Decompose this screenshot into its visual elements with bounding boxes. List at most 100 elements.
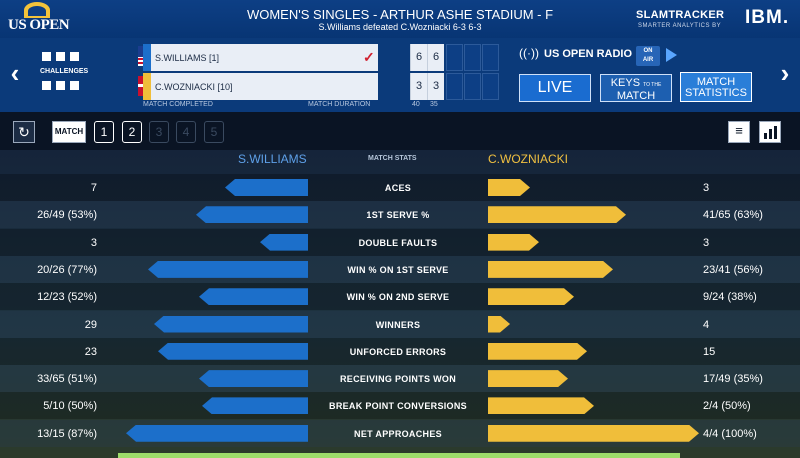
challenge-box bbox=[70, 81, 79, 90]
set-1-button[interactable]: 1 bbox=[94, 121, 114, 143]
bottom-scroll-strip bbox=[118, 453, 680, 458]
keys-text: MATCH bbox=[616, 90, 656, 102]
challenges: CHALLENGES bbox=[34, 38, 168, 104]
on-air-badge[interactable]: ON AIR bbox=[636, 46, 660, 66]
set-score-empty bbox=[464, 44, 481, 71]
player-color-bar bbox=[143, 73, 151, 100]
stat-row: 23 UNFORCED ERRORS 15 bbox=[0, 337, 800, 365]
wozniacki-stat-value: 3 bbox=[703, 236, 710, 249]
match-result: S.Williams defeated C.Wozniacki 6-3 6-3 bbox=[318, 22, 482, 32]
stat-label: UNFORCED ERRORS bbox=[349, 346, 447, 357]
player-name: S.WILLIAMS [1] bbox=[155, 53, 220, 63]
next-match-arrow-icon[interactable]: › bbox=[780, 58, 790, 88]
column-header-williams: S.WILLIAMS bbox=[238, 152, 307, 166]
williams-stat-value: 23 bbox=[84, 345, 97, 358]
challenge-box bbox=[56, 81, 65, 90]
bar-chart-icon[interactable] bbox=[759, 121, 781, 143]
williams-stat-bar bbox=[148, 260, 308, 278]
player-row-williams: S.WILLIAMS [1] ✓ bbox=[143, 44, 378, 71]
williams-stat-bar bbox=[199, 370, 308, 388]
challenges-label: CHALLENGES bbox=[40, 68, 89, 75]
stat-row: 13/15 (87%) NET APPROACHES 4/4 (100%) bbox=[0, 419, 800, 447]
set-3-button: 3 bbox=[149, 121, 169, 143]
williams-stat-value: 13/15 (87%) bbox=[37, 427, 97, 440]
williams-stat-bar bbox=[126, 424, 308, 442]
keys-to-the-match-button[interactable]: KEYS TO THE MATCH bbox=[600, 74, 672, 102]
set-2-button[interactable]: 2 bbox=[122, 121, 142, 143]
refresh-icon[interactable]: ↻ bbox=[13, 121, 35, 143]
keys-text: KEYS bbox=[610, 77, 641, 89]
stat-row: 7 ACES 3 bbox=[0, 174, 800, 201]
wozniacki-stat-value: 9/24 (38%) bbox=[703, 291, 757, 304]
wozniacki-stat-bar bbox=[488, 288, 574, 305]
wozniacki-stat-bar bbox=[488, 234, 539, 251]
williams-stat-bar bbox=[260, 233, 308, 251]
wozniacki-stat-bar bbox=[488, 261, 613, 278]
williams-stat-bar bbox=[202, 397, 308, 415]
wozniacki-stat-bar bbox=[488, 425, 699, 442]
wozniacki-stat-value: 41/65 (63%) bbox=[703, 209, 763, 222]
stat-label: BREAK POINT CONVERSIONS bbox=[329, 401, 467, 412]
previous-match-arrow-icon[interactable]: ‹ bbox=[10, 58, 20, 88]
stat-label: DOUBLE FAULTS bbox=[358, 237, 438, 248]
wozniacki-stat-bar bbox=[488, 179, 530, 196]
stat-row: 3 DOUBLE FAULTS 3 bbox=[0, 228, 800, 256]
set-4-button: 4 bbox=[176, 121, 196, 143]
match-filter-button[interactable]: MATCH bbox=[52, 121, 86, 143]
play-icon[interactable] bbox=[666, 48, 677, 62]
stat-label: WINNERS bbox=[375, 319, 421, 330]
williams-stat-value: 12/23 (52%) bbox=[37, 291, 97, 304]
radio-signal-icon: ((·)) bbox=[519, 46, 539, 60]
challenge-box bbox=[42, 52, 51, 61]
williams-stat-bar bbox=[196, 206, 308, 224]
ibm-logo[interactable]: IBM. bbox=[745, 7, 790, 28]
player-row-wozniacki: C.WOZNIACKI [10] bbox=[143, 73, 378, 100]
on-air-text: AIR bbox=[642, 57, 654, 63]
score-panel: ‹ › CHALLENGES S.WILLIAMS [1] ✓ C.WOZNIA… bbox=[0, 38, 800, 112]
stat-label: RECEIVING POINTS WON bbox=[339, 374, 456, 385]
stat-label: ACES bbox=[384, 183, 412, 193]
set-score-empty bbox=[446, 44, 463, 71]
column-header-stats: MATCH STATS bbox=[368, 155, 417, 162]
match-duration-label: MATCH DURATION bbox=[308, 101, 371, 108]
stat-label: WIN % ON 2ND SERVE bbox=[346, 292, 450, 303]
top-header: US OPEN WOMEN'S SINGLES - ARTHUR ASHE ST… bbox=[0, 0, 800, 38]
set-score-empty bbox=[482, 44, 499, 71]
williams-stat-value: 26/49 (53%) bbox=[37, 209, 97, 222]
set-score: 3 bbox=[410, 73, 427, 100]
slamtracker-brand: SLAMTRACKER bbox=[636, 9, 725, 21]
match-statistics-button[interactable]: MATCH STATISTICS bbox=[680, 72, 752, 102]
us-open-logo[interactable]: US OPEN bbox=[8, 2, 72, 36]
radio-label[interactable]: US OPEN RADIO bbox=[544, 48, 633, 60]
williams-stat-bar bbox=[225, 179, 308, 196]
match-status: MATCH COMPLETED bbox=[143, 101, 213, 108]
wozniacki-stat-bar bbox=[488, 343, 587, 360]
set-score-empty bbox=[482, 73, 499, 100]
wozniacki-stat-value: 15 bbox=[703, 345, 716, 358]
live-button[interactable]: LIVE bbox=[519, 74, 591, 102]
tennis-ball-flame-icon bbox=[24, 2, 50, 18]
wozniacki-stat-value: 23/41 (56%) bbox=[703, 263, 763, 276]
column-header-wozniacki: C.WOZNIACKI bbox=[488, 152, 568, 166]
williams-stat-value: 5/10 (50%) bbox=[43, 400, 97, 413]
stat-label: WIN % ON 1ST SERVE bbox=[347, 264, 449, 275]
logo-text: US OPEN bbox=[8, 17, 70, 33]
player-name: C.WOZNIACKI [10] bbox=[155, 82, 233, 92]
wozniacki-stat-value: 2/4 (50%) bbox=[703, 400, 751, 413]
player-color-bar bbox=[143, 44, 151, 71]
wozniacki-stat-value: 4 bbox=[703, 318, 710, 331]
williams-stat-bar bbox=[154, 315, 308, 333]
event-title: WOMEN'S SINGLES - ARTHUR ASHE STADIUM - … bbox=[246, 7, 554, 22]
match-stats-table: S.WILLIAMS MATCH STATS C.WOZNIACKI 7 ACES… bbox=[0, 150, 800, 458]
challenge-box bbox=[56, 52, 65, 61]
wozniacki-stat-value: 17/49 (35%) bbox=[703, 373, 763, 386]
williams-stat-value: 29 bbox=[84, 318, 97, 331]
williams-stat-value: 3 bbox=[90, 236, 97, 249]
wozniacki-stat-bar bbox=[488, 397, 594, 414]
set-score: 6 bbox=[410, 44, 427, 71]
list-view-icon[interactable]: ≡ bbox=[728, 121, 750, 143]
set-score: 6 bbox=[427, 44, 444, 71]
stats-toolbar: ↻ MATCH 1 2 3 4 5 ≡ bbox=[0, 112, 800, 150]
wozniacki-stat-value: 4/4 (100%) bbox=[703, 427, 757, 440]
williams-stat-value: 20/26 (77%) bbox=[37, 263, 97, 276]
